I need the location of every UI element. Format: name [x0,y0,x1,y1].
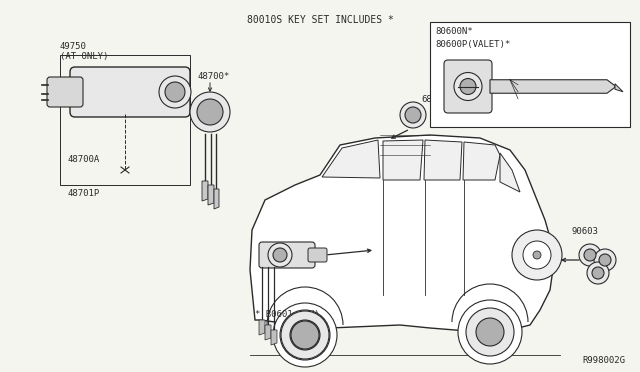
Text: R998002G: R998002G [582,356,625,365]
Bar [430,22,630,127]
FancyBboxPatch shape [308,248,327,262]
Polygon shape [208,185,214,205]
Text: 48701P: 48701P [68,189,100,198]
Polygon shape [250,135,555,332]
FancyBboxPatch shape [444,60,492,113]
Circle shape [290,320,320,350]
Circle shape [291,321,319,349]
Text: 80010S KEY SET INCLUDES *: 80010S KEY SET INCLUDES * [246,15,394,25]
Polygon shape [383,140,423,180]
Text: 48700A: 48700A [68,155,100,164]
FancyBboxPatch shape [259,242,315,268]
Circle shape [512,230,562,280]
Text: 68632S: 68632S [421,95,453,104]
Polygon shape [463,142,500,180]
Circle shape [268,243,292,267]
Circle shape [523,241,551,269]
Circle shape [584,249,596,261]
Polygon shape [500,153,520,192]
Circle shape [466,308,514,356]
Text: 48700*: 48700* [198,72,230,81]
Text: * B0601 (LH): * B0601 (LH) [255,310,319,319]
Text: 80600N*: 80600N* [435,27,472,36]
Circle shape [533,251,541,259]
Circle shape [458,300,522,364]
Polygon shape [322,140,380,178]
Circle shape [159,76,191,108]
Text: 90603: 90603 [572,227,599,236]
Text: 49750: 49750 [60,42,87,51]
Circle shape [460,78,476,94]
Circle shape [599,254,611,266]
Polygon shape [271,330,277,345]
Circle shape [579,244,601,266]
Circle shape [280,310,330,360]
Circle shape [476,318,504,346]
FancyBboxPatch shape [47,77,83,107]
Circle shape [197,99,223,125]
Circle shape [190,92,230,132]
Circle shape [592,267,604,279]
FancyBboxPatch shape [70,67,190,117]
Polygon shape [259,320,265,335]
Polygon shape [202,181,208,201]
Circle shape [281,311,329,359]
Circle shape [273,248,287,262]
Polygon shape [424,140,462,180]
Circle shape [454,73,482,100]
Circle shape [405,107,421,123]
Circle shape [400,102,426,128]
Polygon shape [615,84,623,92]
Circle shape [594,249,616,271]
Polygon shape [490,80,615,93]
Circle shape [273,303,337,367]
Circle shape [587,262,609,284]
Text: (AT ONLY): (AT ONLY) [60,52,108,61]
Polygon shape [214,189,219,209]
Polygon shape [265,325,271,340]
Text: 80600P(VALET)*: 80600P(VALET)* [435,40,510,49]
Circle shape [165,82,185,102]
Bar [60,55,190,185]
